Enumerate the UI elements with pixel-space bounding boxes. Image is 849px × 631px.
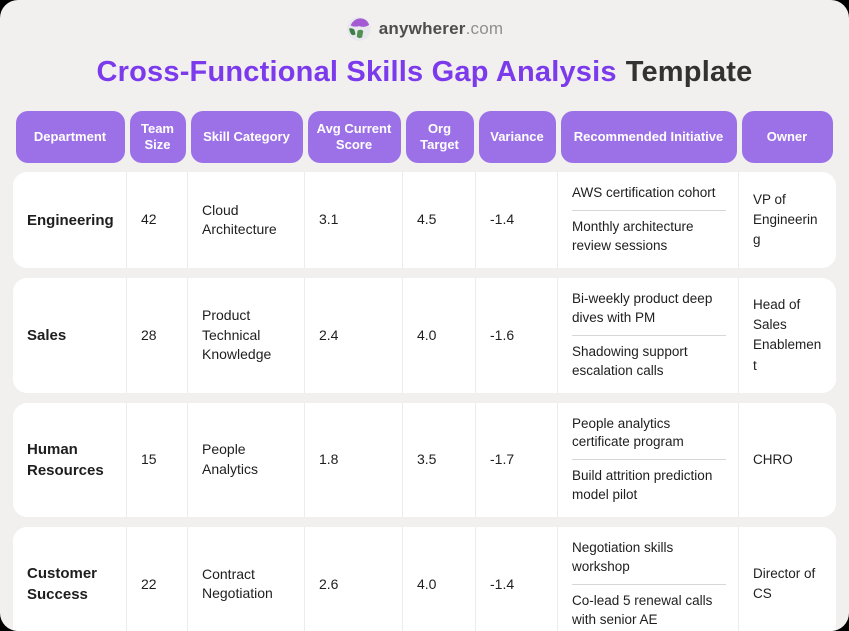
column-header-label: Avg Current Score xyxy=(316,121,392,153)
cell-recommended-initiative: People analytics certificate program Buil… xyxy=(558,402,739,518)
page-title: Cross-Functional Skills Gap Analysis Temp… xyxy=(10,56,839,89)
cell-department: Sales xyxy=(13,278,127,393)
column-header-label: Department xyxy=(33,129,107,145)
cell-owner: Director of CS xyxy=(739,527,835,631)
table-row: Engineering 42 Cloud Architecture 3.1 4.… xyxy=(13,172,836,269)
cell-team-size: 22 xyxy=(127,527,188,631)
owner-text: VP of Engineering xyxy=(753,191,818,248)
cell-variance: -1.4 xyxy=(476,172,558,269)
initiative-divider xyxy=(572,459,726,461)
cell-department: Customer Success xyxy=(13,527,127,631)
table-header-row: Department Team Size Skill Category Avg … xyxy=(13,111,836,164)
initiative-item: Negotiation skills workshop xyxy=(572,540,674,575)
initiative-item: AWS certification cohort xyxy=(572,185,716,201)
initiative-item: Co-lead 5 renewal calls with senior AE xyxy=(572,592,713,627)
cell-org-target: 4.5 xyxy=(403,172,476,269)
cell-recommended-initiative: Bi-weekly product deep dives with PM Shad… xyxy=(558,278,739,393)
brand-wordmark: anywherer.com xyxy=(379,19,503,39)
column-header-label: Recommended Initiative xyxy=(573,129,724,145)
column-header: Org Target xyxy=(405,111,474,164)
owner-text: Director of CS xyxy=(753,566,816,602)
cell-org-target: 4.0 xyxy=(403,278,476,393)
column-header-label: Org Target xyxy=(420,121,459,153)
brand-tld: .com xyxy=(465,19,504,38)
cell-team-size: 15 xyxy=(127,402,188,518)
column-header-label: Variance xyxy=(490,129,544,145)
initiative-divider xyxy=(572,334,726,336)
cell-recommended-initiative: AWS certification cohort Monthly architec… xyxy=(558,172,739,269)
cell-department: Human Resources xyxy=(13,402,127,518)
globe-logo-icon xyxy=(346,17,371,41)
cell-owner: CHRO xyxy=(739,403,835,518)
column-header: Variance xyxy=(478,111,556,164)
cell-recommended-initiative: Negotiation skills workshop Co-lead 5 ren… xyxy=(558,527,739,631)
cell-team-size: 28 xyxy=(127,278,188,393)
page-title-highlight: Cross-Functional Skills Gap Analysis xyxy=(96,56,617,88)
initiative-item: Monthly architecture review sessions xyxy=(572,219,694,254)
table-body: Engineering 42 Cloud Architecture 3.1 4.… xyxy=(13,172,836,631)
table-row: Sales 28 Product Technical Knowledge 2.4… xyxy=(13,278,836,393)
initiative-item: Bi-weekly product deep dives with PM xyxy=(572,291,713,325)
cell-avg-current-score: 1.8 xyxy=(305,402,403,518)
column-header-label: Team Size xyxy=(141,121,174,153)
initiative-item: People analytics certificate program xyxy=(572,415,684,450)
cell-department: Engineering xyxy=(13,172,127,269)
cell-variance: -1.6 xyxy=(476,278,558,393)
cell-variance: -1.7 xyxy=(476,402,558,518)
cell-skill-category: Contract Negotiation xyxy=(188,527,305,631)
cell-avg-current-score: 3.1 xyxy=(305,172,403,269)
cell-skill-category: Product Technical Knowledge xyxy=(188,278,305,393)
owner-text: CHRO xyxy=(753,451,793,467)
cell-owner: VP of Engineering xyxy=(739,172,835,268)
cell-org-target: 4.0 xyxy=(403,527,476,631)
table-row: Human Resources 15 People Analytics 1.8 … xyxy=(13,402,836,518)
column-header-label: Skill Category xyxy=(203,129,290,145)
column-header-label: Owner xyxy=(766,129,808,145)
column-header: Avg Current Score xyxy=(307,111,401,164)
cell-owner: Head of Sales Enablement xyxy=(739,278,835,393)
column-header: Owner xyxy=(741,111,833,164)
initiative-divider xyxy=(572,583,726,585)
column-header: Department xyxy=(15,111,125,164)
cell-skill-category: Cloud Architecture xyxy=(188,172,305,269)
table-row: Customer Success 22 Contract Negotiation… xyxy=(13,527,836,631)
cell-avg-current-score: 2.4 xyxy=(305,278,403,393)
column-header: Recommended Initiative xyxy=(560,111,737,164)
cell-skill-category: People Analytics xyxy=(188,402,305,518)
cell-avg-current-score: 2.6 xyxy=(305,527,403,631)
column-header: Skill Category xyxy=(190,111,303,164)
initiative-divider xyxy=(572,210,726,212)
cell-org-target: 3.5 xyxy=(403,402,476,518)
cell-team-size: 42 xyxy=(127,172,188,269)
cell-variance: -1.4 xyxy=(476,527,558,631)
brand-name: anywherer xyxy=(378,19,466,38)
column-header: Team Size xyxy=(129,111,186,164)
page-title-rest: Template xyxy=(625,56,753,88)
initiative-item: Shadowing support escalation calls xyxy=(572,343,688,378)
initiative-item: Build attrition prediction model pilot xyxy=(572,468,713,503)
owner-text: Head of Sales Enablement xyxy=(753,296,822,373)
brand-bar: anywherer.com xyxy=(0,0,849,43)
